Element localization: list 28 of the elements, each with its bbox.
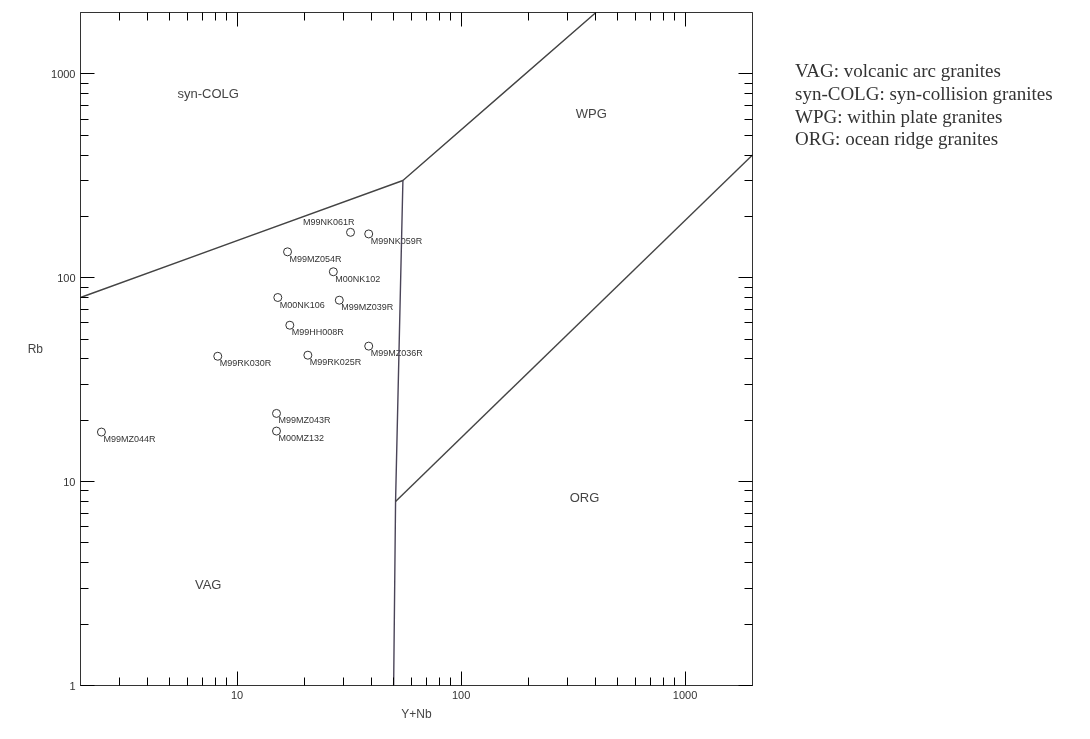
annotation: syn-COLG [177, 85, 239, 101]
annotation: WPG [575, 105, 607, 121]
series-label: M99NK061R [303, 217, 356, 228]
series-label: M99RK025R [309, 357, 362, 368]
x-tick-label: 100 [451, 688, 471, 701]
annotation: VAG [194, 577, 222, 593]
series-label: M99MZ044R [103, 434, 156, 445]
text: syn-COLG: syn-collision granites [795, 82, 1053, 106]
x-tick-label: 10 [230, 688, 244, 701]
annotation: ORG [569, 489, 600, 505]
series-label: M99MZ043R [278, 415, 332, 426]
series-label: M00NK102 [335, 273, 381, 284]
text: ORG: ocean ridge granites [795, 128, 1000, 152]
series-label: M99HH008R [291, 327, 345, 338]
series-label: M99RK030R [219, 358, 272, 369]
y-axis-title: Rb [27, 342, 44, 356]
series-label: M00NK106 [279, 299, 325, 310]
series-label: M00MZ132 [278, 433, 325, 444]
text: WPG: within plate granites [795, 105, 1004, 129]
y-tick-label: 10 [63, 475, 76, 488]
y-tick-label: 100 [57, 271, 76, 284]
series-label: M99MZ039R [341, 302, 394, 313]
series-label: M99MZ054R [289, 253, 343, 264]
y-tick-label: 1 [69, 679, 76, 692]
x-axis-title: Y+Nb [401, 706, 432, 721]
text: VAG: volcanic arc granites [795, 60, 1002, 83]
y-tick-label: 1000 [51, 67, 76, 80]
x-tick-label: 1000 [672, 688, 698, 701]
